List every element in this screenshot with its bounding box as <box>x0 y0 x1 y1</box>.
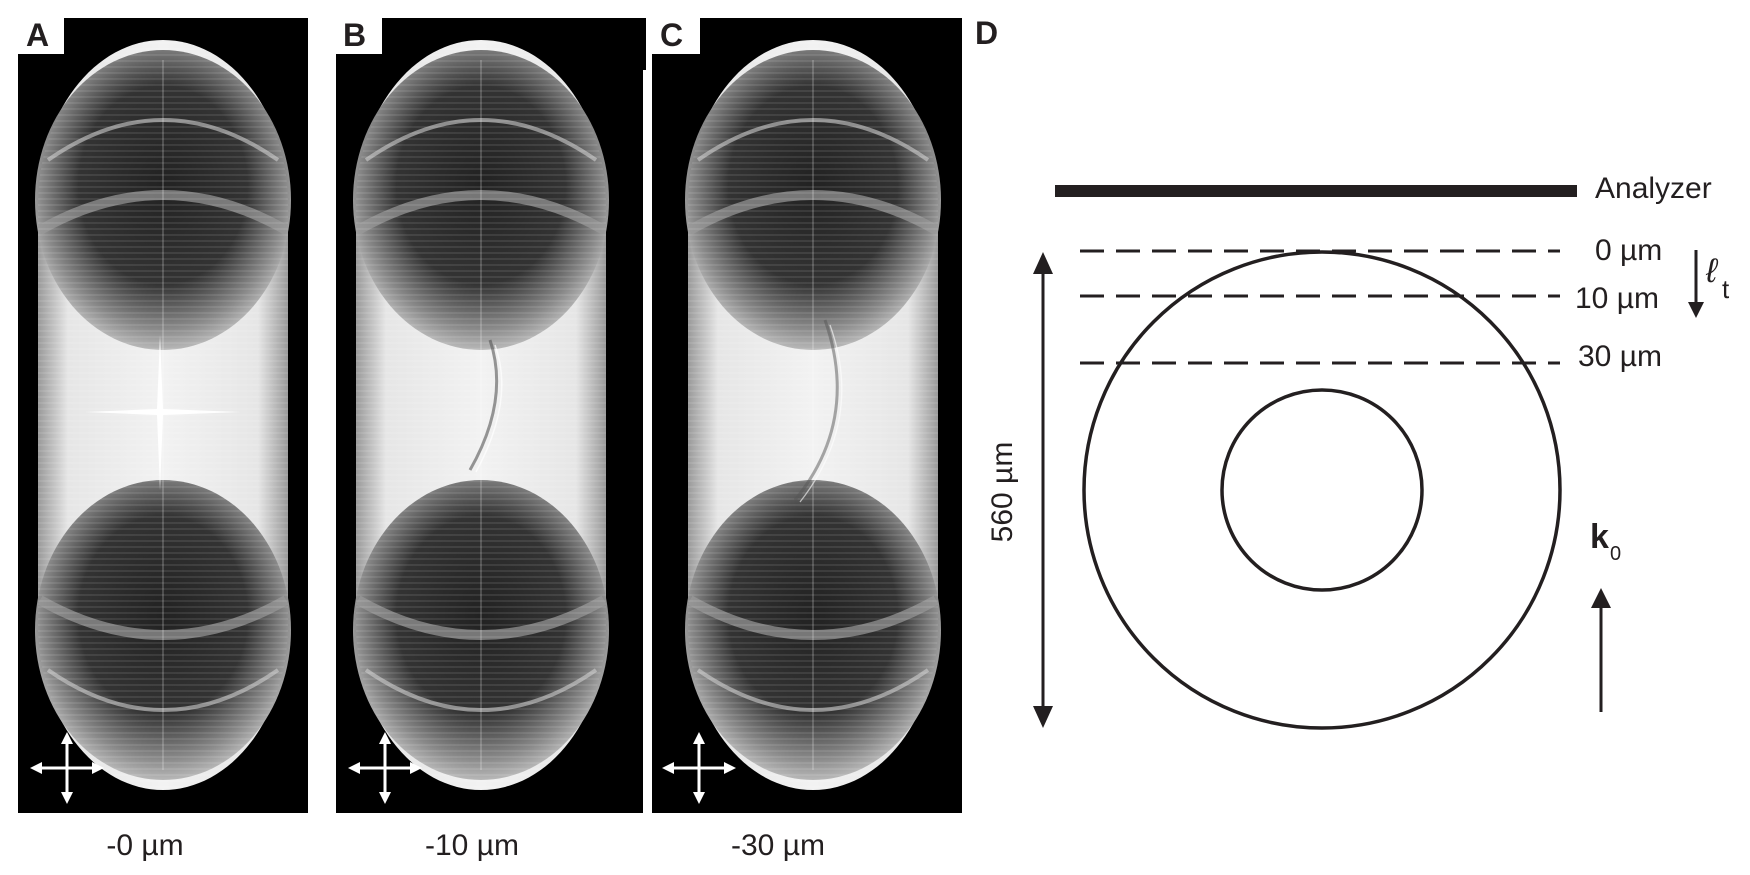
diameter-arrow <box>1033 252 1053 728</box>
panel-a-letter: A <box>26 17 49 53</box>
inner-circle <box>1220 388 1424 592</box>
wavevector-subscript: 0 <box>1610 543 1621 565</box>
panel-b-label-box <box>336 18 382 54</box>
panel-a-center-cross <box>85 335 240 490</box>
depth-label-10: 10 µm <box>1575 282 1659 315</box>
panel-b-capsule-image <box>353 40 609 790</box>
panel-b-caption: -10 µm <box>425 829 519 862</box>
depth-label-30: 30 µm <box>1578 340 1662 373</box>
panel-d-schematic: D Analyzer 0 µm 10 µm 30 µm ℓ t 560 µm k… <box>975 15 1730 730</box>
thickness-subscript: t <box>1722 274 1730 304</box>
wavevector-arrow <box>1591 588 1611 712</box>
panel-c: C -30 µm <box>643 17 962 862</box>
thickness-arrow <box>1688 250 1704 318</box>
panel-a: A -0 µm <box>18 17 308 862</box>
analyzer-label: Analyzer <box>1595 172 1712 205</box>
diameter-label: 560 µm <box>986 442 1019 543</box>
panel-d-letter: D <box>975 15 998 51</box>
panel-a-label-box <box>18 18 64 54</box>
panel-a-caption: -0 µm <box>106 829 183 862</box>
panel-c-capsule-image <box>685 40 941 790</box>
depth-label-0: 0 µm <box>1595 234 1662 267</box>
panel-c-caption: -30 µm <box>731 829 825 862</box>
panel-b-defect-line <box>468 339 503 473</box>
wavevector-symbol: k <box>1590 518 1609 556</box>
analyzer-bar <box>1055 185 1577 197</box>
thickness-symbol: ℓ <box>1705 252 1719 290</box>
panel-b: B -10 µm <box>336 17 646 862</box>
outer-circle <box>1082 250 1562 730</box>
panel-c-divider <box>643 70 649 813</box>
panel-c-label-box <box>652 18 700 54</box>
panel-c-defect-line <box>793 319 843 503</box>
panel-c-letter: C <box>660 17 683 53</box>
panel-b-letter: B <box>343 17 366 53</box>
